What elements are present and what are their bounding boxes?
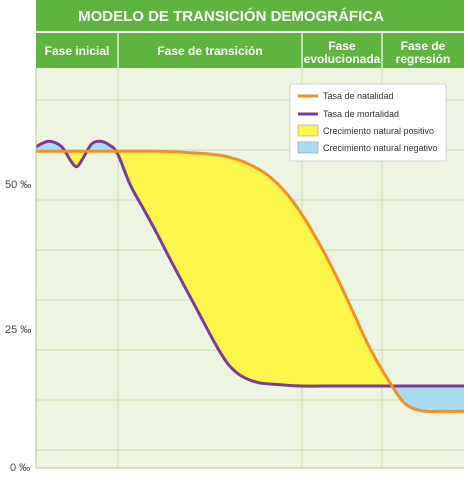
legend-swatch-crecimiento-positivo [297,124,319,137]
legend-label-crecimiento-negativo: Crecimiento natural negativo [323,143,438,153]
legend-label-crecimiento-positivo: Crecimiento natural positivo [323,126,434,136]
legend: Tasa de natalidad Tasa de mortalidad Cre… [289,83,447,162]
phase-header-bar [36,33,464,68]
legend-swatch-crecimiento-negativo [297,141,319,154]
series-line-mortalidad [35,139,464,388]
series-line-natalidad [36,149,465,413]
phase-label-transition: Fase de transición [157,44,262,58]
legend-label-mortalidad: Tasa de mortalidad [323,109,399,119]
phase-label-regression-1: Fase de [401,39,446,53]
legend-label-natalidad: Tasa de natalidad [323,91,394,101]
y-tick-label-0: 0 ‰ [10,462,30,474]
phase-label-evolved-2: evolucionada [304,52,381,66]
phase-label-evolved-1: Fase [328,39,356,53]
chart-title: MODELO DE TRANSICIÓN DEMOGRÁFICA [78,7,384,25]
y-tick-label-50: 50 ‰ [5,179,31,191]
phase-label-regression-2: regresión [396,52,451,66]
title-bar [36,0,464,31]
phase-label-initial: Fase inicial [45,44,110,58]
y-tick-label-25: 25 ‰ [5,324,31,336]
phase-header-dividers [117,33,383,68]
